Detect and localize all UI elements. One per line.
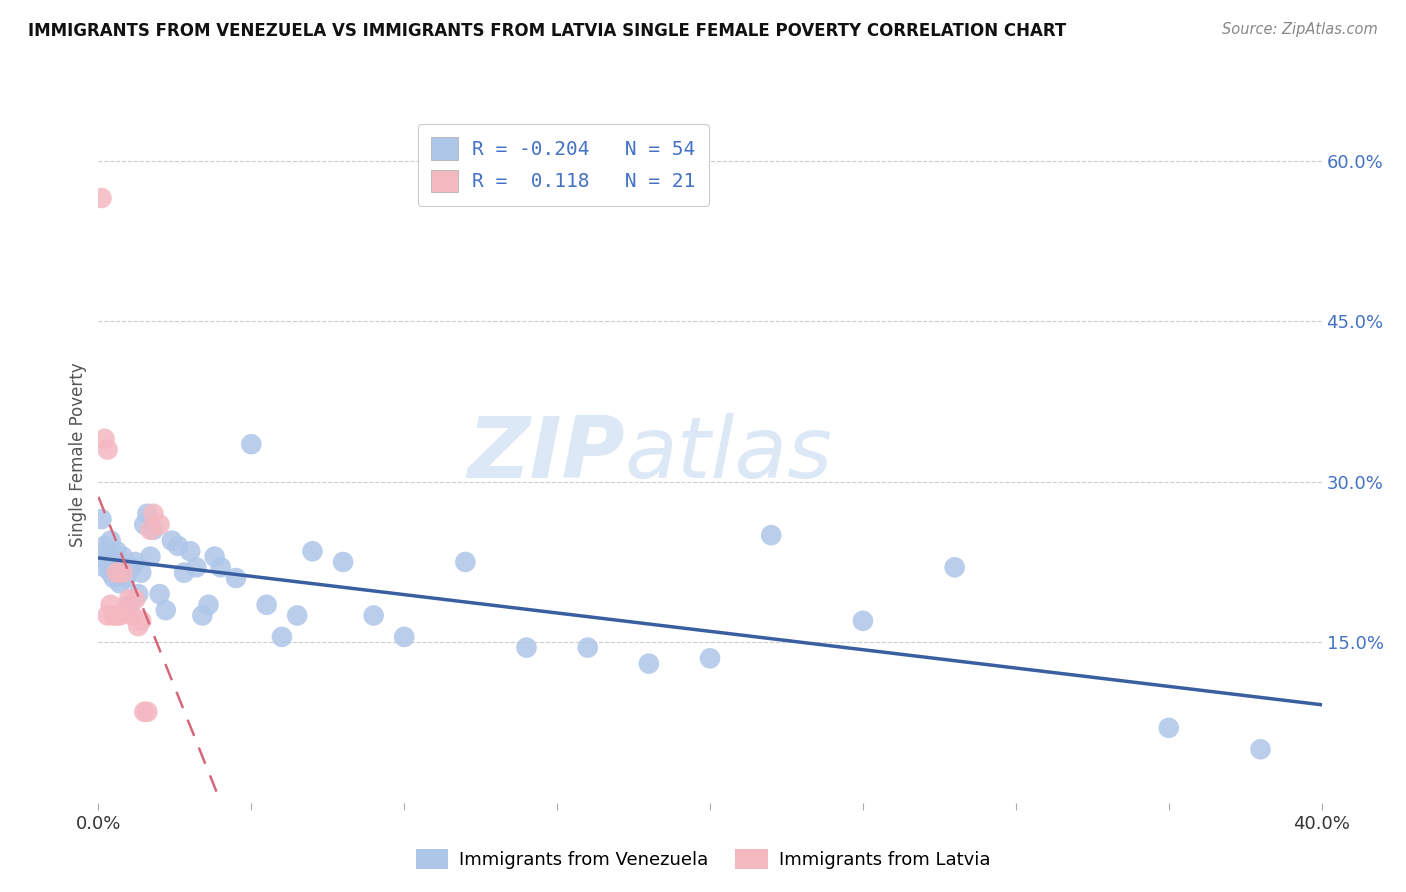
Point [197, 598, 219, 612]
Point [115, 603, 138, 617]
Point [285, 608, 308, 623]
Point [115, 571, 138, 585]
Point [699, 651, 721, 665]
Legend: Immigrants from Venezuela, Immigrants from Latvia: Immigrants from Venezuela, Immigrants fr… [406, 839, 1000, 879]
Point [142, 523, 165, 537]
Point [93, 432, 115, 446]
Point [100, 533, 122, 548]
Point [1157, 721, 1180, 735]
Point [209, 560, 232, 574]
Point [108, 566, 131, 580]
Point [516, 640, 538, 655]
Point [108, 608, 131, 623]
Point [256, 598, 278, 612]
Point [118, 592, 141, 607]
Point [97, 442, 120, 457]
Point [105, 544, 128, 558]
Point [105, 555, 128, 569]
Point [97, 544, 120, 558]
Point [225, 571, 247, 585]
Point [759, 528, 782, 542]
Point [332, 555, 354, 569]
Point [111, 566, 134, 580]
Point [186, 560, 208, 574]
Point [149, 517, 172, 532]
Point [103, 608, 125, 623]
Point [93, 539, 115, 553]
Point [103, 560, 125, 574]
Point [124, 555, 146, 569]
Point [129, 566, 152, 580]
Point [121, 560, 143, 574]
Point [124, 592, 146, 607]
Point [363, 608, 385, 623]
Point [100, 598, 122, 612]
Point [93, 560, 115, 574]
Point [127, 619, 149, 633]
Point [139, 549, 162, 564]
Y-axis label: Single Female Poverty: Single Female Poverty [69, 363, 87, 547]
Point [97, 555, 120, 569]
Point [167, 539, 190, 553]
Point [103, 571, 125, 585]
Point [100, 566, 122, 580]
Point [301, 544, 323, 558]
Point [105, 566, 128, 580]
Point [127, 587, 149, 601]
Point [111, 549, 134, 564]
Point [179, 544, 201, 558]
Point [392, 630, 416, 644]
Point [142, 507, 165, 521]
Point [118, 598, 141, 612]
Point [270, 630, 292, 644]
Point [155, 603, 177, 617]
Point [121, 608, 143, 623]
Point [173, 566, 195, 580]
Point [149, 587, 172, 601]
Point [97, 608, 120, 623]
Point [139, 523, 162, 537]
Text: IMMIGRANTS FROM VENEZUELA VS IMMIGRANTS FROM LATVIA SINGLE FEMALE POVERTY CORREL: IMMIGRANTS FROM VENEZUELA VS IMMIGRANTS … [28, 22, 1066, 40]
Point [576, 640, 599, 655]
Point [1249, 742, 1271, 756]
Point [943, 560, 966, 574]
Point [90, 512, 112, 526]
Point [105, 608, 128, 623]
Point [852, 614, 875, 628]
Point [108, 576, 131, 591]
Text: ZIP: ZIP [467, 413, 624, 497]
Text: atlas: atlas [624, 413, 832, 497]
Point [134, 705, 156, 719]
Point [160, 533, 183, 548]
Point [204, 549, 226, 564]
Point [136, 507, 159, 521]
Text: Source: ZipAtlas.com: Source: ZipAtlas.com [1222, 22, 1378, 37]
Point [240, 437, 263, 451]
Point [637, 657, 661, 671]
Point [454, 555, 477, 569]
Point [90, 191, 112, 205]
Point [191, 608, 214, 623]
Legend: R = -0.204   N = 54, R =  0.118   N = 21: R = -0.204 N = 54, R = 0.118 N = 21 [418, 124, 709, 205]
Point [129, 614, 152, 628]
Point [136, 705, 159, 719]
Point [134, 517, 156, 532]
